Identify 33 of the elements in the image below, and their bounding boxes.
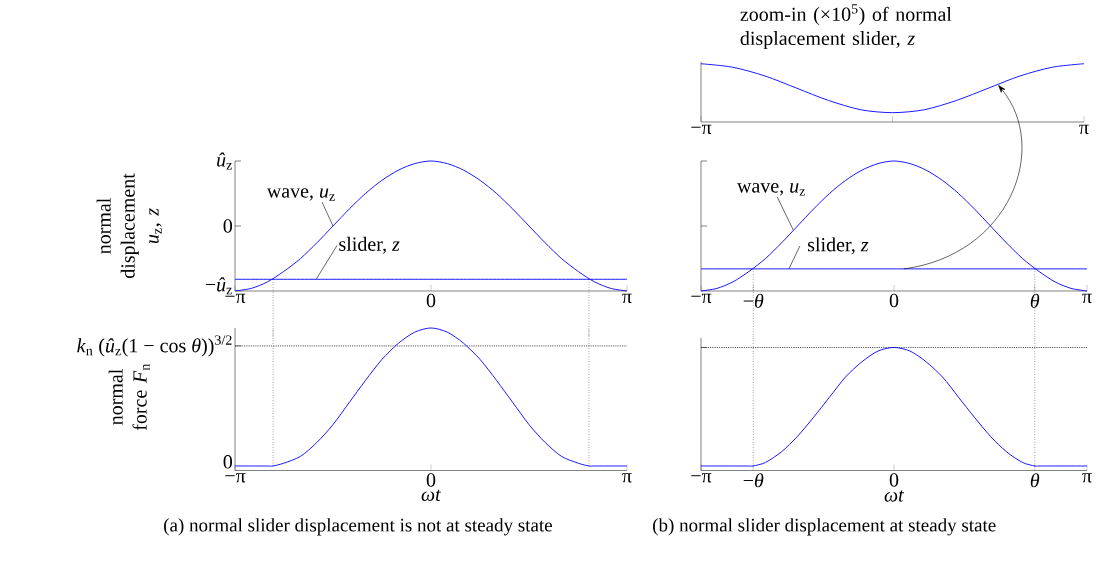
text: −û$_{z}$: [205, 277, 232, 295]
text: (a) normal slider displacement is not at steady state: [164, 518, 552, 536]
x-tick-label: −π: [225, 473, 246, 483]
x-tick-label: π: [1082, 473, 1092, 483]
annotation: slider, z: [808, 237, 869, 255]
text: (b) normal slider displacement at steady state: [653, 518, 996, 536]
text: k$_{n}$ (û$_{z}$(1 − cos θ))$^{3/2}$: [77, 335, 232, 357]
x-tick-label: −π: [225, 293, 246, 304]
x-tick-label: θ: [1030, 293, 1040, 308]
x-tick-label: 0: [426, 473, 436, 487]
text: 0: [223, 455, 233, 469]
x-tick-label: 0: [889, 473, 899, 487]
x-tick-label: θ: [1030, 473, 1040, 488]
text: 0: [223, 219, 233, 233]
x-tick-label: π: [1079, 124, 1089, 135]
annotation: wave, u$_{z}$: [266, 188, 335, 201]
x-tick-label: −θ: [743, 293, 764, 308]
x-tick-label: π: [1082, 293, 1092, 304]
x-tick-label: 0: [426, 293, 436, 308]
x-axis-title: ωt: [884, 490, 905, 502]
x-tick-label: −π: [691, 124, 712, 135]
x-tick-label: π: [622, 473, 632, 483]
x-tick-label: −π: [691, 473, 712, 483]
x-tick-label: −π: [691, 293, 712, 304]
y-axis-title: normal displacement u$_{z}$, z: [96, 173, 162, 279]
text: û$_{z}$: [217, 152, 232, 170]
x-tick-label: −θ: [743, 473, 764, 488]
annotation: slider, z: [339, 236, 400, 254]
annotation: wave, u$_{z}$: [737, 183, 806, 196]
chart-title: zoom-in (×10$^{5}$) of normal displacement slider, z: [740, 4, 952, 50]
x-tick-label: 0: [889, 293, 899, 308]
x-axis-title: ωt: [421, 489, 442, 501]
x-tick-label: π: [622, 293, 632, 304]
